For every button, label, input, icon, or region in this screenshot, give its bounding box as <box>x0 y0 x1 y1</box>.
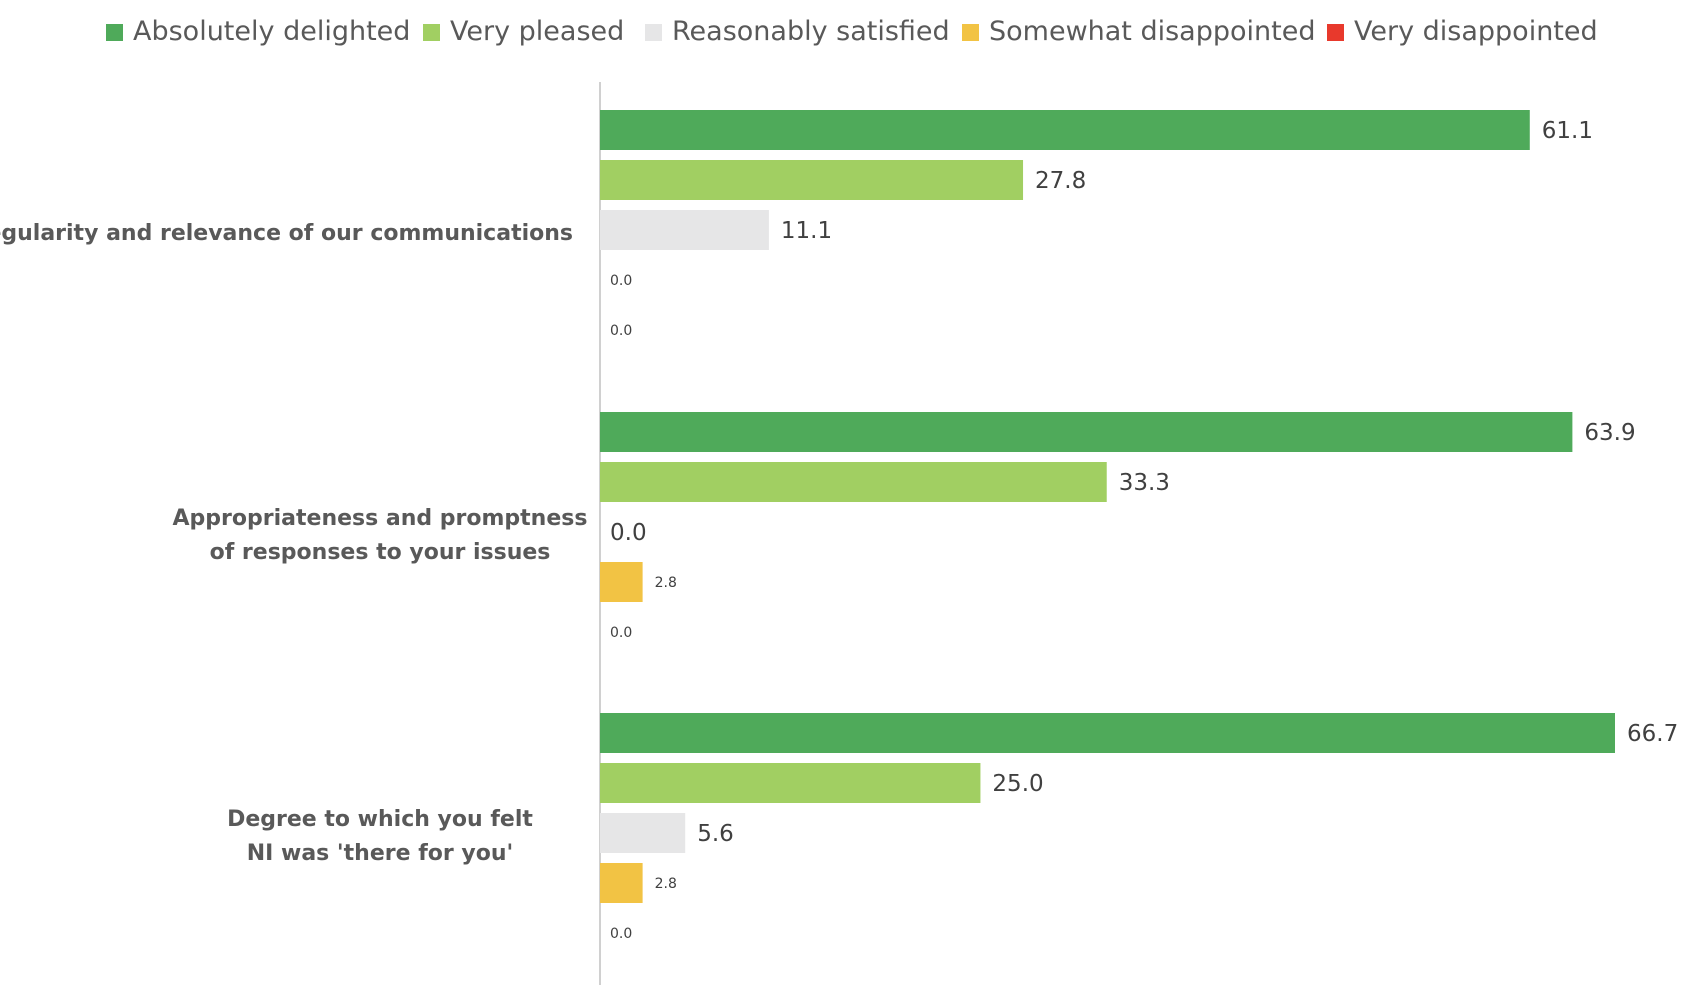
legend-swatch-reasonably-satisfied <box>645 24 662 41</box>
data-label-absolutely-delighted: 66.7 <box>1627 721 1678 747</box>
category-label: Appropriateness and promptness of respons… <box>173 506 588 565</box>
data-label-somewhat-disappointed: 0.0 <box>610 273 632 289</box>
data-label-very-disappointed: 0.0 <box>610 323 632 339</box>
bar-reasonably-satisfied <box>600 210 769 250</box>
category-label-line: Regularity and relevance of our communic… <box>0 221 573 246</box>
value-labels: 61.1 63.9 66.7 27.8 33.3 25.0 11.1 0.0 5.6 0.0 2.8… <box>610 118 1678 942</box>
data-label-absolutely-delighted: 61.1 <box>1542 118 1593 144</box>
data-label-absolutely-delighted: 63.9 <box>1584 420 1635 446</box>
legend: Absolutely delighted Very pleased Reasonab… <box>106 16 1598 47</box>
bar-absolutely-delighted <box>600 713 1615 753</box>
category-labels: Regularity and relevance of our communic… <box>0 221 587 866</box>
bar-somewhat-disappointed <box>600 562 643 602</box>
data-label-very-pleased: 33.3 <box>1119 470 1170 496</box>
bar-reasonably-satisfied <box>600 813 686 853</box>
data-label-very-pleased: 25.0 <box>992 771 1043 797</box>
category-label-line: NI was 'there for you' <box>247 841 514 866</box>
bar-absolutely-delighted <box>600 412 1573 452</box>
data-label-somewhat-disappointed: 2.8 <box>655 876 677 892</box>
legend-swatch-somewhat-disappointed <box>962 24 979 41</box>
bar-somewhat-disappointed <box>600 863 643 903</box>
bar-very-pleased <box>600 462 1107 502</box>
data-label-somewhat-disappointed: 2.8 <box>655 575 677 591</box>
data-label-reasonably-satisfied: 0.0 <box>610 520 647 546</box>
bar-very-pleased <box>600 160 1024 200</box>
legend-swatch-very-disappointed <box>1327 24 1344 41</box>
bar-very-pleased <box>600 763 981 803</box>
legend-swatch-very-pleased <box>423 24 440 41</box>
legend-label-very-disappointed: Very disappointed <box>1354 16 1598 47</box>
data-label-reasonably-satisfied: 5.6 <box>697 821 734 847</box>
data-label-reasonably-satisfied: 11.1 <box>781 218 832 244</box>
category-label-line: Appropriateness and promptness <box>173 506 588 531</box>
category-label-line: of responses to your issues <box>210 540 551 565</box>
category-label-line: Degree to which you felt <box>227 807 533 832</box>
category-label: Degree to which you felt NI was 'there fo… <box>227 807 533 866</box>
legend-label-somewhat-disappointed: Somewhat disappointed <box>989 16 1315 47</box>
bars <box>600 110 1615 903</box>
data-label-very-pleased: 27.8 <box>1035 168 1086 194</box>
category-label: Regularity and relevance of our communic… <box>0 221 573 246</box>
legend-label-very-pleased: Very pleased <box>450 16 624 47</box>
legend-label-reasonably-satisfied: Reasonably satisfied <box>672 16 950 47</box>
data-label-very-disappointed: 0.0 <box>610 926 632 942</box>
legend-swatch-absolutely-delighted <box>106 24 123 41</box>
legend-label-absolutely-delighted: Absolutely delighted <box>133 16 410 47</box>
data-label-very-disappointed: 0.0 <box>610 625 632 641</box>
bar-absolutely-delighted <box>600 110 1530 150</box>
